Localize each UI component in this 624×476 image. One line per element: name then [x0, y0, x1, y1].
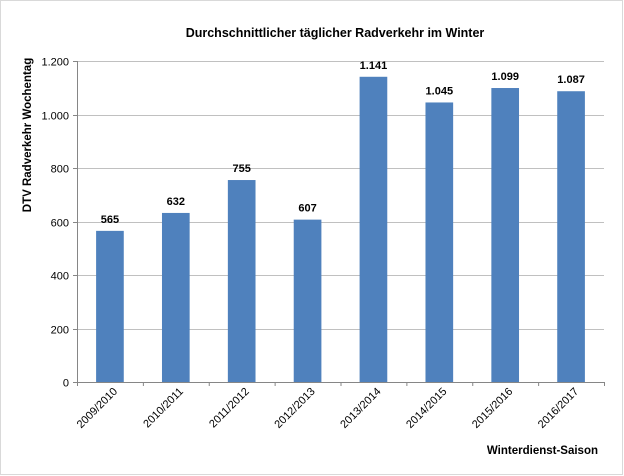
y-tick-label: 1.000 — [41, 111, 69, 123]
data-label: 1.045 — [426, 85, 454, 97]
data-label: 565 — [101, 214, 119, 226]
bar — [359, 76, 388, 382]
bar — [293, 219, 322, 382]
x-tick-label: 2015/2016 — [470, 386, 515, 431]
x-tick-label: 2016/2017 — [536, 386, 581, 431]
chart-title: Durchschnittlicher täglicher Radverkehr … — [185, 26, 485, 40]
bar — [425, 102, 454, 383]
data-label: 755 — [233, 163, 251, 175]
y-tick-label: 0 — [63, 378, 69, 390]
axes — [73, 61, 605, 386]
bar — [96, 230, 124, 382]
x-axis-label: Winterdienst-Saison — [486, 445, 598, 457]
data-label: 1.099 — [491, 71, 519, 83]
y-tick-label: 800 — [51, 164, 69, 176]
data-label: 632 — [167, 196, 185, 208]
x-tick-label: 2011/2012 — [207, 386, 252, 431]
bar — [161, 212, 190, 382]
x-tick-label: 2010/2011 — [141, 386, 186, 431]
x-tick-label: 2014/2015 — [404, 386, 449, 431]
x-tick-label: 2009/2010 — [75, 386, 120, 431]
x-tick-label: 2013/2014 — [338, 386, 383, 431]
bar — [557, 91, 585, 382]
gridlines — [77, 61, 604, 383]
bar — [227, 180, 256, 382]
y-tick-label: 400 — [51, 271, 69, 283]
y-tick-label: 1.200 — [41, 57, 69, 69]
bar — [491, 88, 520, 382]
y-tick-label: 200 — [51, 325, 69, 337]
data-label: 1.141 — [360, 60, 388, 72]
x-tick-label: 2012/2013 — [272, 386, 317, 431]
bars — [96, 76, 585, 383]
y-tick-label: 600 — [51, 218, 69, 230]
data-label: 1.087 — [557, 74, 585, 86]
data-label: 607 — [298, 203, 316, 215]
